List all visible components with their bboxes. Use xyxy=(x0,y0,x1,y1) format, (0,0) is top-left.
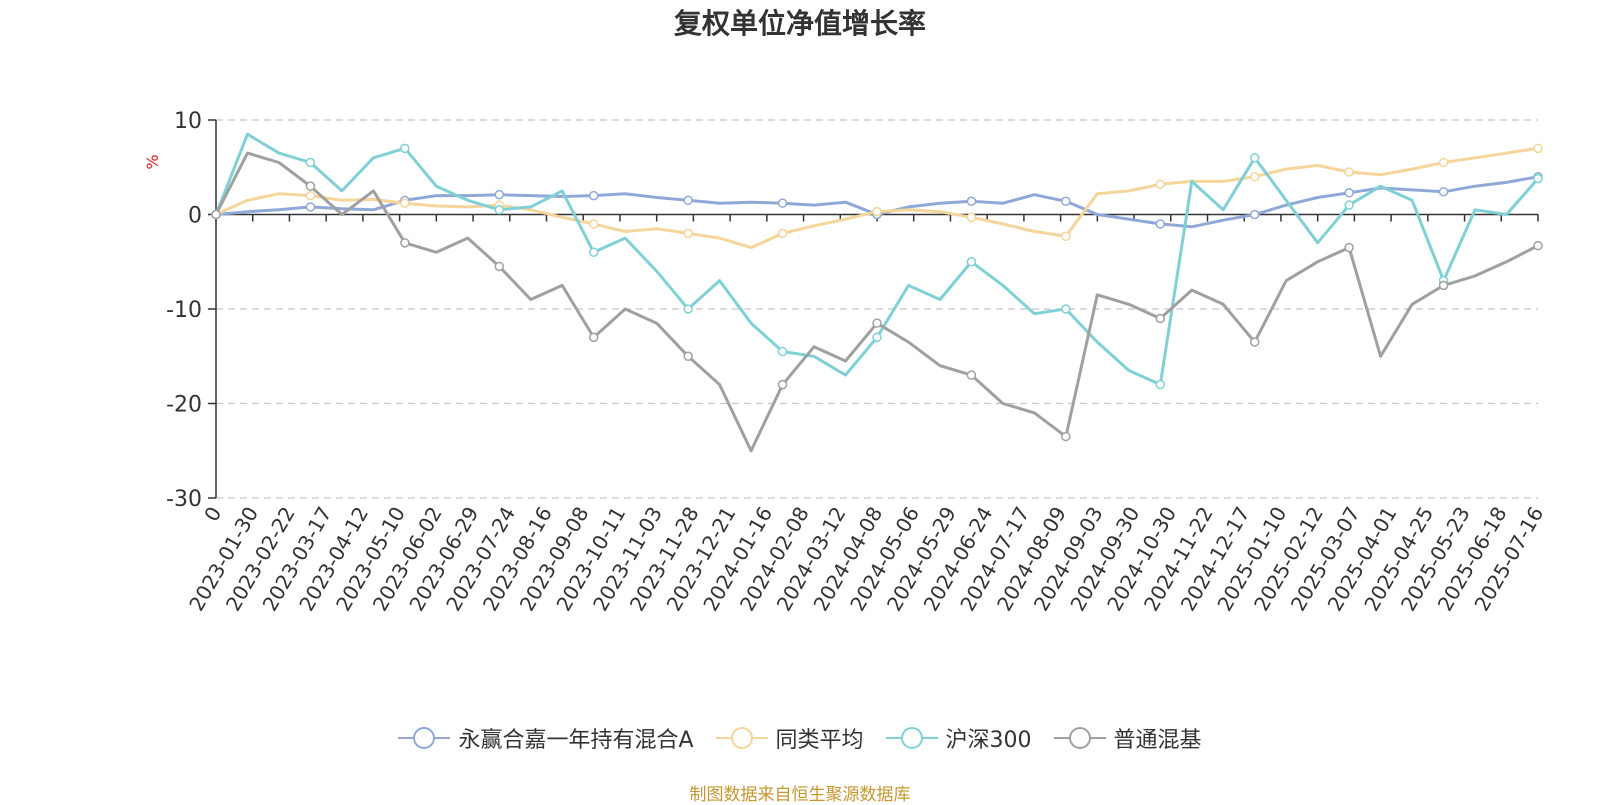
y-axis-unit: % xyxy=(143,154,162,169)
series-point xyxy=(1438,280,1449,291)
series-point xyxy=(1061,231,1071,241)
series-point xyxy=(777,346,788,357)
series-point xyxy=(1344,200,1354,210)
legend-label-csi300: 沪深300 xyxy=(945,728,1032,753)
series-point xyxy=(305,181,316,191)
series-point xyxy=(400,238,410,248)
y-tick-label: 0 xyxy=(188,204,202,229)
series-point xyxy=(1249,337,1260,347)
x-tick-label: 0 xyxy=(199,503,226,526)
series-point xyxy=(777,379,788,390)
series-point xyxy=(305,190,316,201)
series-point xyxy=(872,206,882,217)
legend-item-mixed-funds[interactable]: 普通混基 xyxy=(1053,722,1202,754)
chart-title: 复权单位净值增长率 xyxy=(673,7,926,40)
series-point xyxy=(1438,187,1449,197)
series-point xyxy=(1249,209,1260,220)
series-point xyxy=(966,196,977,207)
series-point xyxy=(872,332,882,343)
series-point xyxy=(588,190,599,201)
series-point xyxy=(588,219,599,229)
series-point xyxy=(305,202,316,212)
legend-marker-mixed-funds xyxy=(1053,727,1106,749)
series-point xyxy=(1249,171,1260,182)
series-point xyxy=(400,143,410,154)
series-point xyxy=(872,318,882,328)
legend-label-fund: 永赢合嘉一年持有混合A xyxy=(458,728,694,753)
series-point xyxy=(1344,188,1354,198)
series-point xyxy=(1061,196,1071,207)
y-tick-label: -20 xyxy=(166,393,202,418)
series-point xyxy=(1344,167,1354,177)
y-tick-label: -10 xyxy=(166,298,202,323)
series-point xyxy=(211,209,221,220)
legend-label-peer-average: 同类平均 xyxy=(775,728,864,753)
legend-marker-csi300 xyxy=(885,727,938,749)
series-point xyxy=(494,205,505,215)
series-point xyxy=(1249,153,1260,163)
grid-lines xyxy=(216,119,1538,499)
series-point xyxy=(1155,379,1166,390)
series-point xyxy=(494,261,505,272)
legend-marker-peer-average xyxy=(715,727,768,749)
series-point xyxy=(1344,242,1354,253)
y-tick-label: -30 xyxy=(166,487,202,512)
legend-item-fund[interactable]: 永赢合嘉一年持有混合A xyxy=(398,722,694,754)
legend-label-mixed-funds: 普通混基 xyxy=(1113,728,1202,753)
series-point xyxy=(400,198,410,208)
series-point xyxy=(1061,431,1071,442)
line-chart: 100-10-20-30%02023-01-302023-02-222023-0… xyxy=(143,109,1548,615)
series-point xyxy=(966,257,977,267)
series-point xyxy=(966,212,977,223)
series-point xyxy=(777,198,788,208)
series-point xyxy=(494,189,505,200)
source-note: 制图数据来自恒生聚源数据库 xyxy=(689,785,911,805)
series-point xyxy=(683,304,693,314)
series-point xyxy=(1155,219,1166,229)
series-point xyxy=(683,228,693,239)
series-point xyxy=(1061,304,1071,314)
series-point xyxy=(966,370,977,380)
legend-marker-fund xyxy=(398,727,451,749)
series-point xyxy=(1533,240,1543,251)
series-point xyxy=(777,228,788,239)
y-tick-label: 10 xyxy=(174,109,202,134)
series-point xyxy=(1533,173,1543,184)
series-point xyxy=(588,247,599,258)
series-point xyxy=(1155,313,1166,324)
series-point xyxy=(1155,179,1166,190)
series-markers xyxy=(211,143,1543,442)
series-point xyxy=(1438,157,1449,168)
series-point xyxy=(588,332,599,343)
series-point xyxy=(683,351,693,361)
series-point xyxy=(1533,143,1543,154)
legend-item-csi300[interactable]: 沪深300 xyxy=(885,722,1032,754)
legend-item-peer-average[interactable]: 同类平均 xyxy=(715,722,864,754)
legend: 永赢合嘉一年持有混合A 同类平均 沪深300 普通混基 xyxy=(0,722,1600,754)
series-point xyxy=(305,157,316,168)
series-point xyxy=(683,195,693,206)
series-line-2 xyxy=(214,132,1540,387)
